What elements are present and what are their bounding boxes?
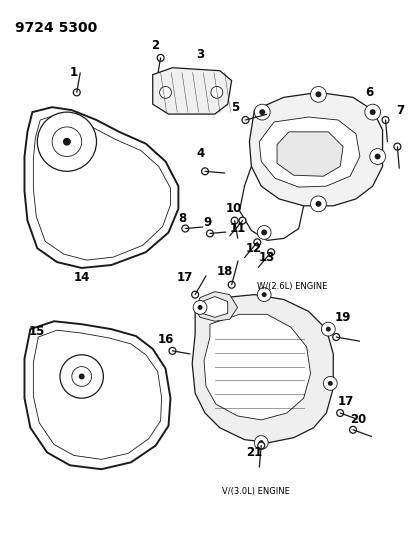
Text: 3: 3	[196, 49, 204, 61]
Circle shape	[201, 168, 208, 175]
Circle shape	[254, 435, 268, 449]
Polygon shape	[195, 292, 238, 321]
Text: 9724 5300: 9724 5300	[15, 21, 97, 35]
Circle shape	[326, 327, 331, 332]
Polygon shape	[249, 92, 383, 206]
Circle shape	[259, 109, 265, 115]
Circle shape	[370, 109, 376, 115]
Circle shape	[262, 292, 267, 297]
Circle shape	[254, 239, 261, 246]
Circle shape	[328, 381, 333, 386]
Text: 11: 11	[229, 222, 246, 235]
Polygon shape	[192, 295, 333, 442]
Circle shape	[261, 230, 267, 236]
Circle shape	[79, 374, 85, 379]
Circle shape	[311, 196, 326, 212]
Text: 14: 14	[74, 271, 90, 284]
Text: 19: 19	[335, 311, 351, 324]
Circle shape	[231, 217, 238, 224]
Text: 16: 16	[157, 333, 174, 345]
Circle shape	[228, 281, 235, 288]
Circle shape	[192, 291, 199, 298]
Circle shape	[182, 225, 189, 232]
Circle shape	[254, 104, 270, 120]
Circle shape	[337, 409, 344, 416]
Circle shape	[206, 230, 213, 237]
Circle shape	[157, 54, 164, 61]
Polygon shape	[204, 314, 311, 420]
Circle shape	[321, 322, 335, 336]
Text: W/(2.6L) ENGINE: W/(2.6L) ENGINE	[257, 282, 328, 291]
Text: 18: 18	[217, 265, 233, 278]
Circle shape	[60, 355, 104, 398]
Circle shape	[365, 104, 381, 120]
Text: 8: 8	[178, 212, 187, 225]
Circle shape	[394, 143, 401, 150]
Text: 10: 10	[226, 203, 242, 215]
Polygon shape	[277, 132, 343, 176]
Polygon shape	[259, 117, 360, 187]
Text: 9: 9	[204, 216, 212, 229]
Circle shape	[349, 426, 356, 433]
Circle shape	[323, 376, 337, 390]
Circle shape	[159, 86, 171, 98]
Circle shape	[316, 91, 321, 98]
Text: 5: 5	[231, 101, 240, 114]
Circle shape	[63, 138, 71, 146]
Circle shape	[258, 442, 265, 449]
Circle shape	[37, 112, 97, 171]
Circle shape	[370, 149, 386, 164]
Circle shape	[257, 225, 271, 239]
Circle shape	[375, 154, 381, 159]
Circle shape	[169, 348, 176, 354]
Text: 21: 21	[246, 446, 263, 459]
Text: 4: 4	[196, 147, 204, 160]
Circle shape	[239, 217, 246, 224]
Circle shape	[242, 117, 249, 124]
Circle shape	[382, 117, 389, 124]
Text: 7: 7	[396, 103, 404, 117]
Circle shape	[257, 288, 271, 302]
Polygon shape	[202, 296, 228, 317]
Text: 17: 17	[177, 271, 194, 284]
Text: V/(3.0L) ENGINE: V/(3.0L) ENGINE	[222, 487, 290, 496]
Text: 2: 2	[152, 38, 160, 52]
Polygon shape	[153, 68, 232, 114]
Text: 13: 13	[259, 251, 275, 264]
Text: 1: 1	[70, 66, 78, 79]
Text: 17: 17	[338, 394, 354, 408]
Text: 6: 6	[366, 86, 374, 99]
Circle shape	[316, 201, 321, 207]
Text: 12: 12	[245, 242, 261, 255]
Circle shape	[333, 334, 339, 341]
Circle shape	[193, 301, 207, 314]
Circle shape	[311, 86, 326, 102]
Circle shape	[73, 89, 80, 96]
Circle shape	[268, 249, 275, 256]
Text: 20: 20	[350, 414, 366, 426]
Circle shape	[198, 305, 203, 310]
Circle shape	[211, 86, 223, 98]
Text: 15: 15	[29, 325, 46, 337]
Circle shape	[259, 440, 264, 445]
